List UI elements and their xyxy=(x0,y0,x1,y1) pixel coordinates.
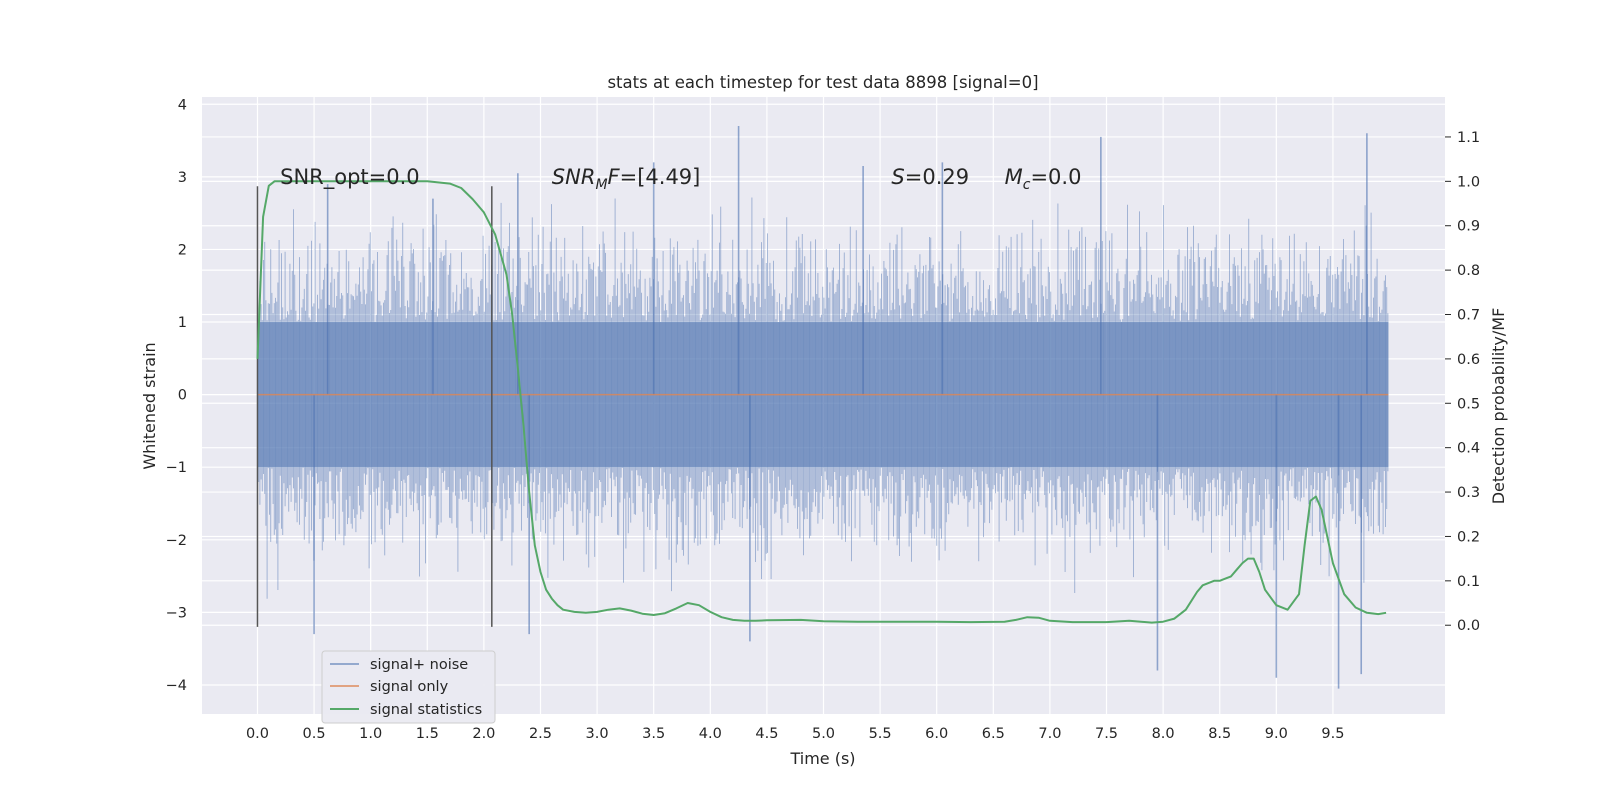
x-axis-label: Time (s) xyxy=(789,749,855,768)
legend: signal+ noise signal only signal statist… xyxy=(321,650,496,724)
x-tick-label: 7.0 xyxy=(1038,726,1061,742)
y-tick-label: 1 xyxy=(178,315,187,331)
x-tick-label: 6.5 xyxy=(982,726,1005,742)
x-tick-label: 8.5 xyxy=(1208,726,1231,742)
legend-box xyxy=(321,650,496,724)
y2-tick-label: 0.8 xyxy=(1457,263,1480,279)
y-tick-label: −1 xyxy=(166,460,187,476)
y2-tick-label: 0.0 xyxy=(1457,618,1480,634)
y-tick-label: −2 xyxy=(166,533,187,549)
chart-title: stats at each timestep for test data 889… xyxy=(607,73,1038,92)
y2-tick-label: 0.9 xyxy=(1457,219,1480,235)
y-tick-label: 2 xyxy=(178,242,187,258)
y2-tick-label: 0.4 xyxy=(1457,441,1480,457)
legend-label-signal-only: signal only xyxy=(370,679,449,695)
annotation-s: S=0.29 xyxy=(891,165,969,189)
y-tick-label: 0 xyxy=(178,388,187,404)
x-tick-label: 5.5 xyxy=(869,726,892,742)
x-tick-label: 4.5 xyxy=(755,726,778,742)
x-tick-label: 2.0 xyxy=(472,726,495,742)
annotations: SNR_opt=0.0 SNRMF=[4.49] S=0.29 Mc=0.0 xyxy=(280,165,1081,193)
y2-tick-label: 0.6 xyxy=(1457,352,1480,368)
signal-statistics-series xyxy=(256,180,1387,624)
legend-label-signal-statistics: signal statistics xyxy=(370,702,482,718)
x-tick-label: 4.0 xyxy=(699,726,722,742)
y2-tick-label: 0.5 xyxy=(1457,396,1480,412)
y2-axis-label: Detection probability/MF xyxy=(1489,308,1508,505)
vertical-markers xyxy=(256,186,493,627)
annotation-snr_opt: SNR_opt=0.0 xyxy=(280,165,420,190)
y-tick-label: −4 xyxy=(166,678,187,694)
x-tick-label: 2.5 xyxy=(529,726,552,742)
y2-tick-label: 0.7 xyxy=(1457,308,1480,324)
x-tick-label: 9.5 xyxy=(1321,726,1344,742)
signal-statistics-line xyxy=(256,180,1387,624)
y2-tick-label: 0.2 xyxy=(1457,529,1480,545)
y-axis-label: Whitened strain xyxy=(140,342,159,469)
y2-tick-label: 1.1 xyxy=(1457,130,1480,146)
x-axis-ticks: 0.0 0.5 1.0 1.5 2.0 2.5 3.0 3.5 4.0 4.5 5.0 5.5 6.0 6… xyxy=(246,726,1345,742)
x-tick-label: 0.5 xyxy=(303,726,326,742)
annotation-snr_mf: SNRMF=[4.49] xyxy=(552,165,701,193)
y-tick-label: 3 xyxy=(178,170,187,186)
y2-axis-ticks: 0.0 0.1 0.2 0.3 0.4 0.5 0.6 0.7 0.8 0.9 1.0 1.1 xyxy=(1445,130,1480,634)
x-tick-label: 7.5 xyxy=(1095,726,1118,742)
x-tick-label: 3.0 xyxy=(586,726,609,742)
y-axis-ticks: −4 −3 −2 −1 0 1 2 3 4 xyxy=(166,97,187,694)
y2-tick-label: 1.0 xyxy=(1457,174,1480,190)
x-tick-label: 9.0 xyxy=(1265,726,1288,742)
y-tick-label: −3 xyxy=(166,605,187,621)
x-tick-label: 1.5 xyxy=(416,726,439,742)
x-tick-label: 3.5 xyxy=(642,726,665,742)
x-tick-label: 6.0 xyxy=(925,726,948,742)
x-tick-label: 8.0 xyxy=(1152,726,1175,742)
y-tick-label: 4 xyxy=(178,97,187,113)
y2-tick-label: 0.3 xyxy=(1457,485,1480,501)
legend-label-signal-noise: signal+ noise xyxy=(370,657,468,673)
x-tick-label: 0.0 xyxy=(246,726,269,742)
y2-tick-label: 0.1 xyxy=(1457,574,1480,590)
x-tick-label: 1.0 xyxy=(359,726,382,742)
x-tick-label: 5.0 xyxy=(812,726,835,742)
annotation-mc: Mc=0.0 xyxy=(1005,165,1082,193)
